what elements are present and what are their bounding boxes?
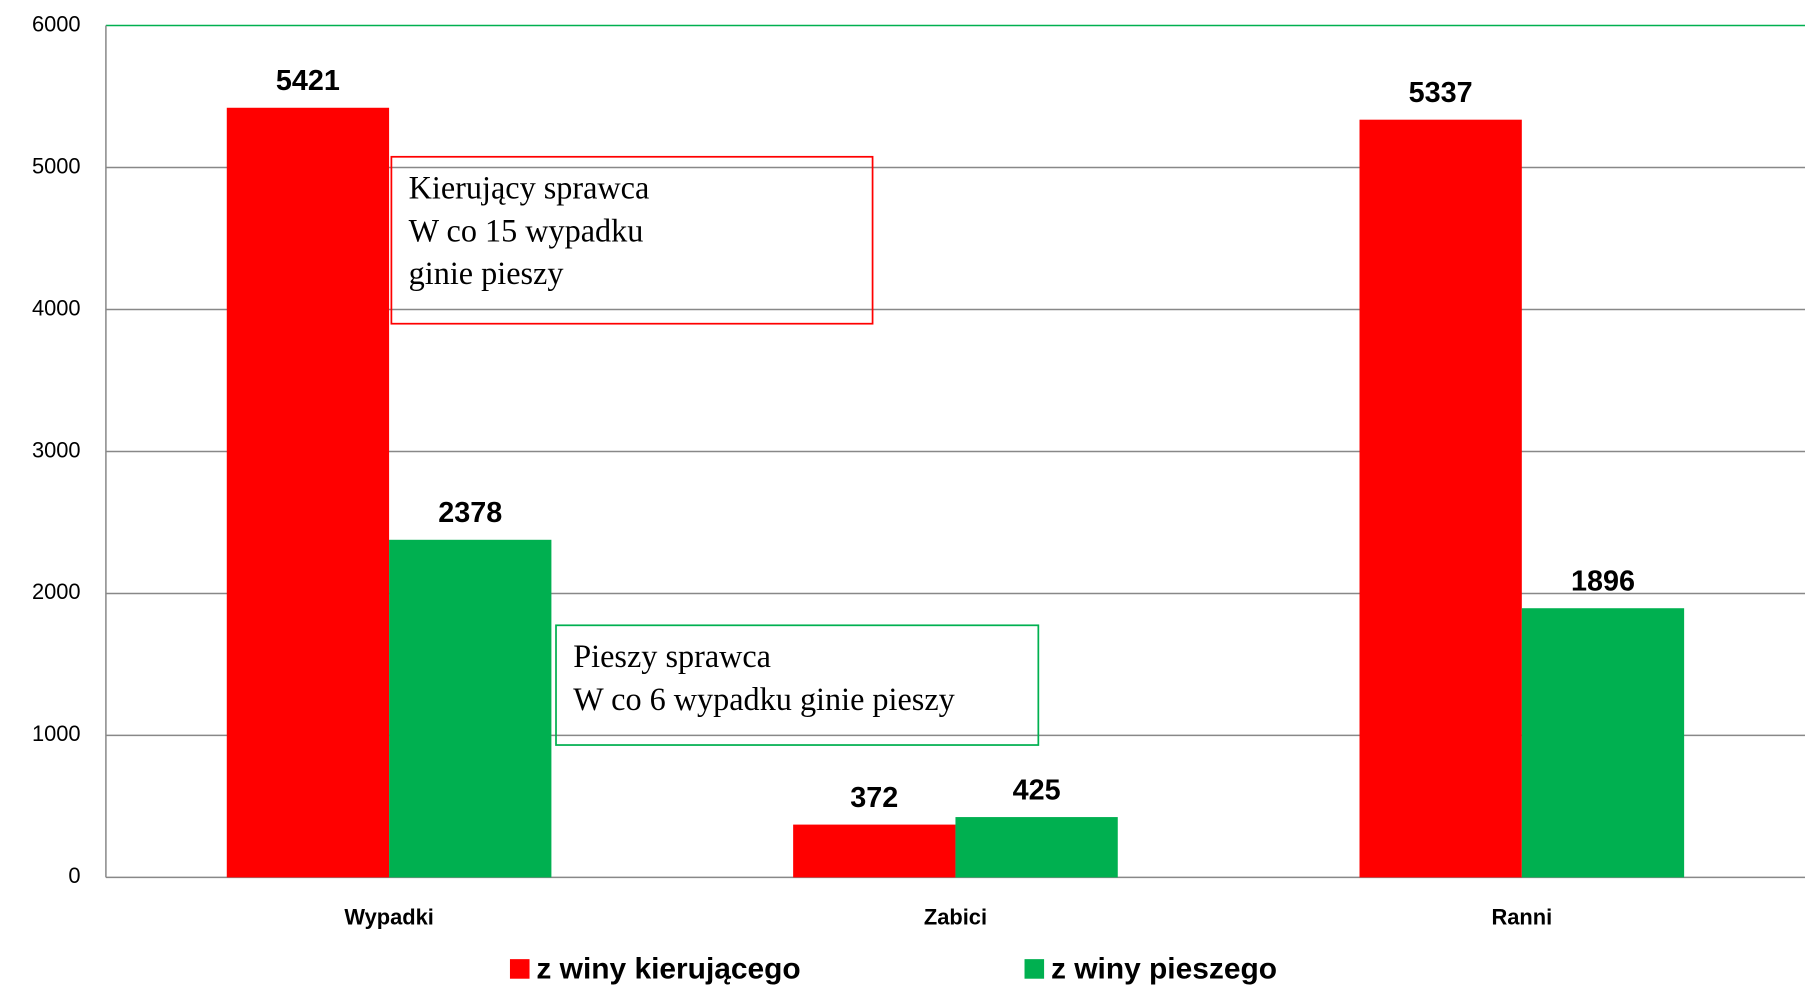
- y-tick-label: 1000: [32, 721, 81, 746]
- y-tick-label: 0: [68, 863, 80, 888]
- data-label: 372: [850, 782, 898, 814]
- annotation-text: ginie pieszy: [409, 255, 564, 291]
- annotation-text: Pieszy sprawca: [573, 638, 771, 674]
- bar: [1359, 119, 1522, 878]
- legend-label: z winy kierującego: [536, 953, 800, 986]
- annotation-box: [555, 624, 1040, 746]
- x-tick-label: Wypadki: [344, 905, 434, 930]
- bar: [1521, 608, 1685, 878]
- annotation-box: [390, 155, 874, 325]
- x-tick-label: Zabici: [924, 905, 987, 930]
- y-tick-label: 3000: [32, 437, 81, 462]
- y-tick-label: 2000: [32, 579, 81, 604]
- data-label: 5421: [276, 65, 340, 97]
- bar: [955, 817, 1118, 878]
- bar: [389, 539, 552, 878]
- y-tick-label: 4000: [32, 295, 81, 320]
- legend-swatch: [509, 959, 530, 979]
- bar: [226, 107, 390, 878]
- data-label: 425: [1013, 774, 1061, 806]
- data-label: 2378: [438, 497, 502, 529]
- legend-label: z winy pieszego: [1051, 953, 1277, 986]
- data-label: 1896: [1571, 565, 1635, 597]
- legend-swatch: [1024, 959, 1045, 979]
- y-tick-label: 6000: [32, 11, 81, 36]
- annotation-text: W co 15 wypadku: [409, 212, 644, 248]
- y-tick-label: 5000: [32, 153, 81, 178]
- annotation-text: W co 6 wypadku ginie pieszy: [573, 681, 954, 717]
- data-label: 5337: [1409, 77, 1473, 109]
- annotation-text: Kierujący sprawca: [409, 170, 650, 206]
- bar: [793, 824, 956, 878]
- x-tick-label: Ranni: [1491, 905, 1552, 930]
